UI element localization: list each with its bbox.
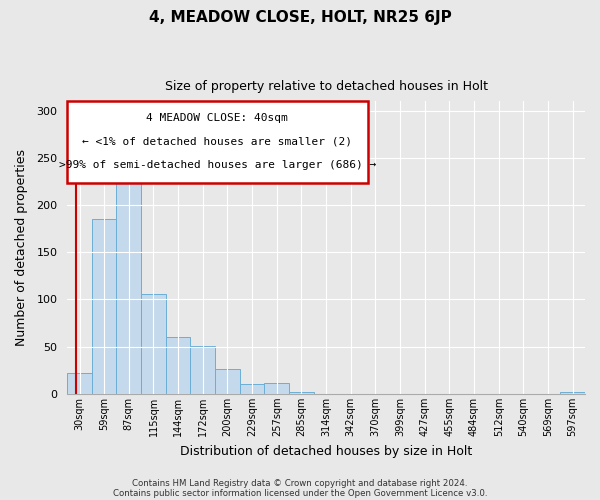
FancyBboxPatch shape (67, 101, 368, 183)
Bar (289, 392, 314, 394)
Bar (141, 294, 166, 394)
Bar (166, 337, 190, 394)
Text: >99% of semi-detached houses are larger (686) →: >99% of semi-detached houses are larger … (59, 160, 376, 170)
Bar (265, 382, 289, 394)
Bar (215, 370, 240, 394)
Bar (190, 346, 215, 394)
Text: Contains HM Land Registry data © Crown copyright and database right 2024.: Contains HM Land Registry data © Crown c… (132, 478, 468, 488)
Bar (116, 182, 141, 394)
Title: Size of property relative to detached houses in Holt: Size of property relative to detached ho… (164, 80, 488, 93)
Text: 4 MEADOW CLOSE: 40sqm: 4 MEADOW CLOSE: 40sqm (146, 113, 288, 123)
X-axis label: Distribution of detached houses by size in Holt: Distribution of detached houses by size … (180, 444, 472, 458)
Bar (67, 373, 92, 394)
Text: Contains public sector information licensed under the Open Government Licence v3: Contains public sector information licen… (113, 488, 487, 498)
Text: ← <1% of detached houses are smaller (2): ← <1% of detached houses are smaller (2) (82, 136, 352, 146)
Bar (92, 219, 116, 394)
Bar (240, 384, 265, 394)
Bar (560, 392, 585, 394)
Y-axis label: Number of detached properties: Number of detached properties (15, 149, 28, 346)
Text: 4, MEADOW CLOSE, HOLT, NR25 6JP: 4, MEADOW CLOSE, HOLT, NR25 6JP (149, 10, 451, 25)
